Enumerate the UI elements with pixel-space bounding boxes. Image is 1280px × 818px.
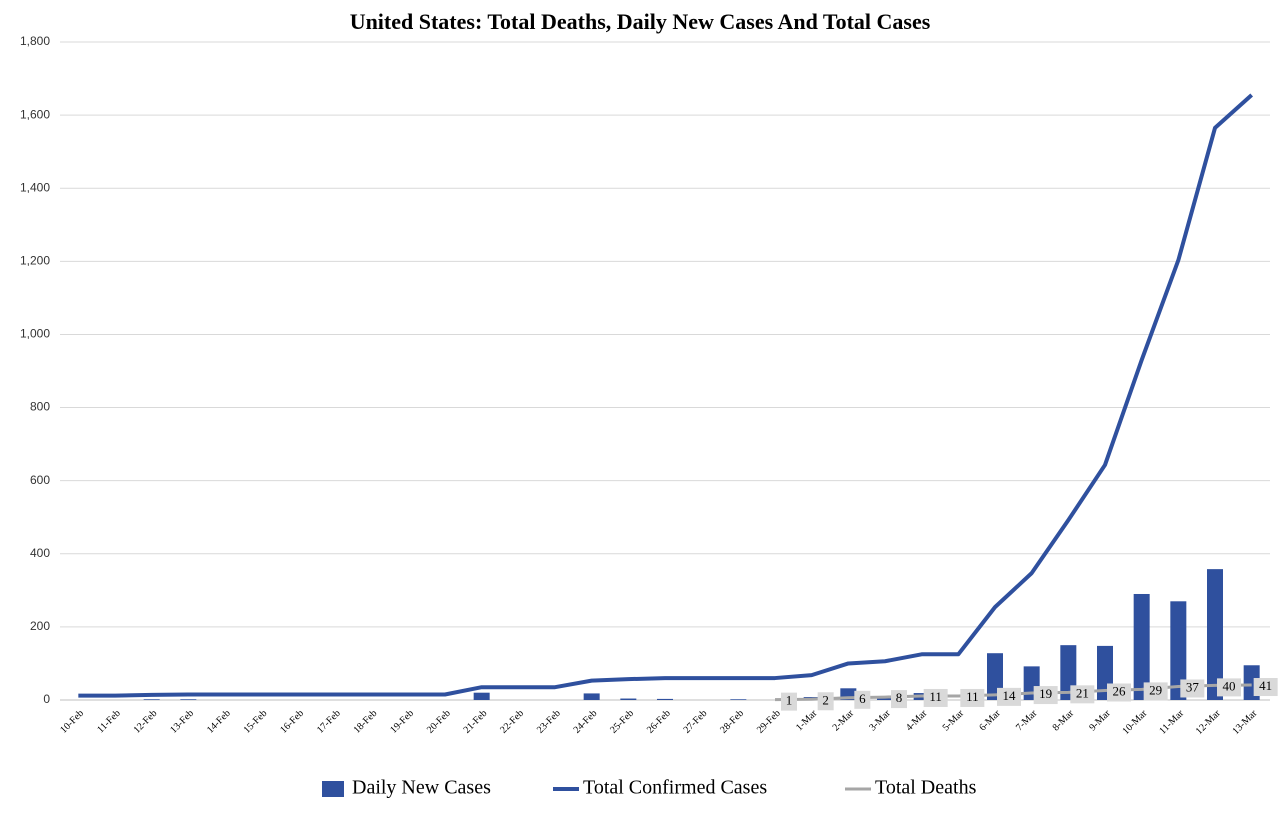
data-label: 41 [1259,678,1272,693]
line [78,93,1254,698]
bar [877,697,893,700]
legend-label: Total Deaths [875,777,977,799]
bar [143,699,160,700]
label-bg [1107,683,1131,702]
bar [1207,569,1223,700]
bar [583,693,600,700]
x-tick-label: 5-Mar [941,708,967,734]
y-tick-label: 600 [30,473,50,487]
label-bg [960,688,985,707]
x-tick-label: 17-Feb [315,708,343,736]
y-tick-label: 1,800 [20,34,50,48]
x-tick-label: 4-Mar [904,708,930,734]
x-tick-label: 12-Feb [132,708,160,736]
x-tick-label: 21-Feb [462,708,490,736]
x-tick-label: 11-Feb [95,708,123,736]
label-bg [1143,682,1168,701]
label-bg [1070,685,1095,704]
x-tick-label: 29-Feb [755,708,783,736]
data-label: 26 [1113,683,1127,698]
bar [473,692,490,700]
x-tick-label: 10-Mar [1120,708,1149,737]
x-tick-label: 22-Feb [498,708,526,736]
data-label: 37 [1186,679,1200,694]
label-bg [1180,679,1205,698]
bar [180,699,197,700]
x-tick-label: 9-Mar [1087,708,1113,734]
x-tick-label: 24-Feb [572,708,600,736]
x-tick-label: 19-Feb [388,708,416,736]
y-tick-label: 0 [43,692,50,706]
x-tick-label: 20-Feb [425,708,453,736]
data-label: 1 [786,693,793,708]
y-tick-label: 1,200 [20,254,50,268]
label-bg [854,690,871,709]
label-bg [817,692,834,711]
bar [620,698,637,700]
label-bg [781,692,797,711]
x-tick-label: 25-Feb [608,708,636,736]
data-label: 29 [1149,682,1162,697]
x-tick-label: 18-Feb [352,708,380,736]
x-tick-label: 27-Feb [682,708,710,736]
x-tick-label: 12-Mar [1194,708,1223,737]
label-bg [923,688,948,707]
y-tick-label: 800 [30,400,50,414]
data-label: 11 [966,689,979,704]
x-tick-label: 6-Mar [977,708,1003,734]
data-label: 11 [929,689,942,704]
x-tick-label: 16-Feb [278,708,306,736]
y-tick-label: 200 [30,619,50,633]
y-tick-label: 1,600 [20,107,50,121]
x-tick-label: 11-Mar [1157,707,1186,736]
y-tick-label: 1,000 [20,327,50,341]
bar [657,698,673,700]
x-tick-label: 28-Feb [718,708,746,736]
x-tick-label: 3-Mar [867,708,893,734]
label-bg [1033,686,1058,705]
x-tick-label: 8-Mar [1051,708,1077,734]
data-label: 14 [1003,688,1017,703]
label-bg [1217,678,1241,697]
x-tick-label: 14-Feb [205,708,233,736]
label-bg [891,690,907,709]
x-tick-label: 2-Mar [831,708,857,734]
y-tick-label: 400 [30,546,50,560]
chart-title: United States: Total Deaths, Daily New C… [350,9,931,34]
data-label: 6 [859,691,866,706]
bar [730,699,747,700]
label-bg [1253,678,1278,697]
legend-label: Total Confirmed Cases [583,777,767,799]
x-tick-label: 26-Feb [645,708,673,736]
legend-swatch [322,781,344,797]
x-tick-label: 13-Feb [168,708,196,736]
x-tick-label: 7-Mar [1014,708,1040,734]
data-label: 21 [1076,685,1089,700]
bar [1133,593,1150,700]
x-tick-label: 10-Feb [58,708,86,736]
data-label: 40 [1223,678,1236,693]
x-tick-label: 1-Mar [794,708,820,734]
legend-label: Daily New Cases [352,777,491,799]
bar [840,688,857,700]
data-label: 19 [1039,686,1052,701]
y-tick-label: 1,400 [20,180,50,194]
data-label: 8 [896,690,903,705]
x-tick-label: 23-Feb [535,708,563,736]
x-tick-label: 13-Mar [1230,708,1259,737]
bar [1170,601,1187,700]
data-label: 2 [822,692,829,707]
label-bg [997,687,1021,706]
x-tick-label: 15-Feb [242,708,270,736]
